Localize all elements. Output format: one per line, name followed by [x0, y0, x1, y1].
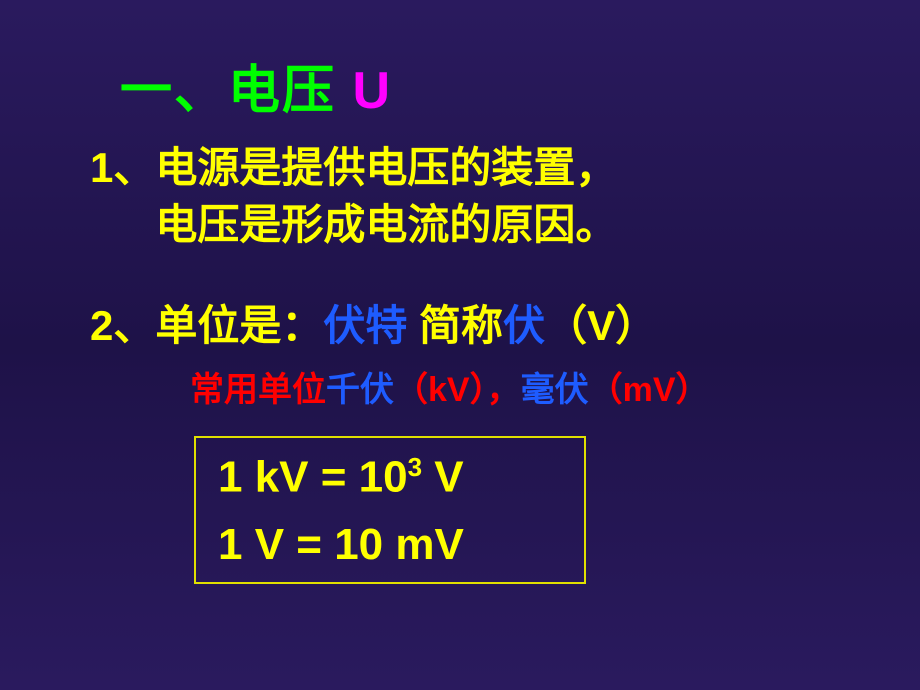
point-1-label: 1、: [90, 144, 155, 191]
unit-short: 伏: [503, 302, 545, 349]
point-2-sub: 常用单位千伏（kV），毫伏（mV）: [190, 362, 710, 411]
point-2-prefix: 单位是：: [155, 302, 323, 349]
point-2-mid: 简称: [407, 302, 503, 349]
point-1-line-a: 电源是提供电压的装置，: [155, 144, 617, 191]
slide-title: 一、电压 U: [120, 48, 392, 123]
eq2-text: 1 V = 10 mV: [218, 520, 464, 569]
sub-prefix: 常用单位: [190, 371, 326, 409]
unit-full: 伏特: [323, 302, 407, 349]
title-text: 一、电压: [120, 62, 352, 120]
mv-symbol: （mV）: [589, 371, 710, 409]
point-1: 1、电源是提供电压的装置， 1、电压是形成电流的原因。: [90, 140, 617, 253]
slide-container: 一、电压 U 1、电源是提供电压的装置， 1、电压是形成电流的原因。 2、单位是…: [0, 0, 920, 690]
equation-1: 1 kV = 103 V: [218, 452, 464, 503]
kv-symbol: （kV），: [394, 371, 521, 409]
point-2-label: 2、: [90, 302, 155, 349]
point-2: 2、单位是：伏特 简称伏（V）: [90, 292, 657, 353]
unit-symbol: （V）: [545, 302, 657, 349]
eq1-lhs: 1 kV = 10: [218, 453, 408, 502]
eq1-exponent: 3: [408, 452, 422, 482]
title-symbol: U: [352, 62, 392, 120]
point-1-line-b: 电压是形成电流的原因。: [155, 201, 617, 248]
equation-2: 1 V = 10 mV: [218, 520, 464, 570]
eq1-rhs: V: [422, 453, 464, 502]
mv-text: 毫伏: [521, 371, 589, 409]
kv-text: 千伏: [326, 371, 394, 409]
